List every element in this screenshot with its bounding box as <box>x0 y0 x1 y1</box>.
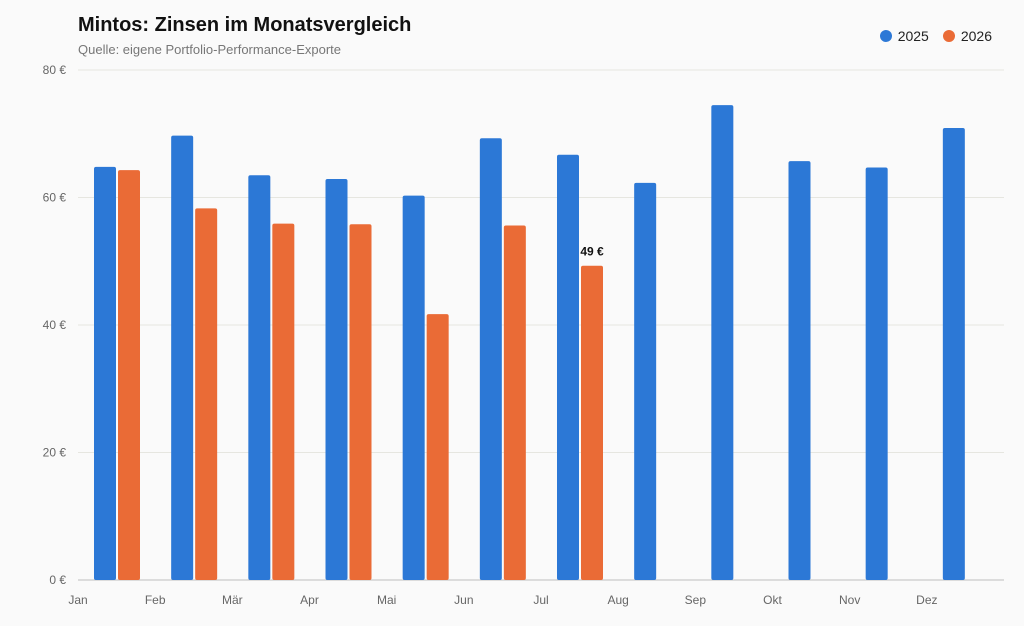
bar-2026-Jul <box>581 265 603 580</box>
bar-2025-Mai <box>402 195 425 580</box>
bar-2025-Mär <box>248 175 271 580</box>
x-tick-label: Jun <box>454 593 473 607</box>
bar-2025-Okt <box>788 161 811 580</box>
x-tick-label: Okt <box>763 593 782 607</box>
bar-2026-Apr <box>349 224 372 580</box>
bar-2025-Apr <box>325 179 348 580</box>
chart-subtitle: Quelle: eigene Portfolio-Performance-Exp… <box>78 42 342 57</box>
x-tick-label: Sep <box>685 593 707 607</box>
bar-2025-Feb <box>171 135 194 580</box>
x-tick-label: Aug <box>607 593 628 607</box>
bar-2026-Jan <box>118 170 140 580</box>
legend-label-2026: 2026 <box>960 28 992 44</box>
y-tick-label: 80 € <box>43 63 67 77</box>
legend-label-2025: 2025 <box>897 28 929 44</box>
x-tick-label: Mär <box>222 593 243 607</box>
bar-2025-Aug <box>634 182 657 580</box>
data-label: 49 € <box>580 245 604 259</box>
y-tick-label: 20 € <box>43 446 67 460</box>
legend-item-2025[interactable]: 2025 <box>879 28 929 44</box>
x-tick-label: Jul <box>533 593 548 607</box>
x-tick-label: Jan <box>68 593 87 607</box>
chart-legend: 2025 2026 <box>879 28 992 44</box>
bar-2026-Mär <box>272 223 295 580</box>
bar-2025-Nov <box>865 167 888 580</box>
y-tick-label: 0 € <box>49 573 66 587</box>
legend-swatch-2026 <box>942 30 955 42</box>
bar-2025-Jul <box>557 154 579 580</box>
y-tick-label: 40 € <box>43 318 67 332</box>
legend-swatch-2025 <box>879 30 892 42</box>
legend-item-2026[interactable]: 2026 <box>942 28 992 44</box>
bar-2026-Mai <box>426 314 449 580</box>
x-tick-label: Apr <box>300 593 319 607</box>
bar-2025-Jun <box>479 138 502 580</box>
x-tick-label: Nov <box>839 593 860 607</box>
x-tick-label: Mai <box>377 593 396 607</box>
x-tick-label: Feb <box>145 593 166 607</box>
bar-2025-Sep <box>711 105 734 580</box>
bar-2026-Feb <box>195 208 218 580</box>
chart-title: Mintos: Zinsen im Monatsvergleich <box>78 14 412 36</box>
x-tick-label: Dez <box>916 593 937 607</box>
bar-2026-Jun <box>503 225 526 581</box>
y-tick-label: 60 € <box>43 191 67 205</box>
bar-2025-Dez <box>942 128 965 580</box>
bar-2025-Jan <box>94 166 116 580</box>
